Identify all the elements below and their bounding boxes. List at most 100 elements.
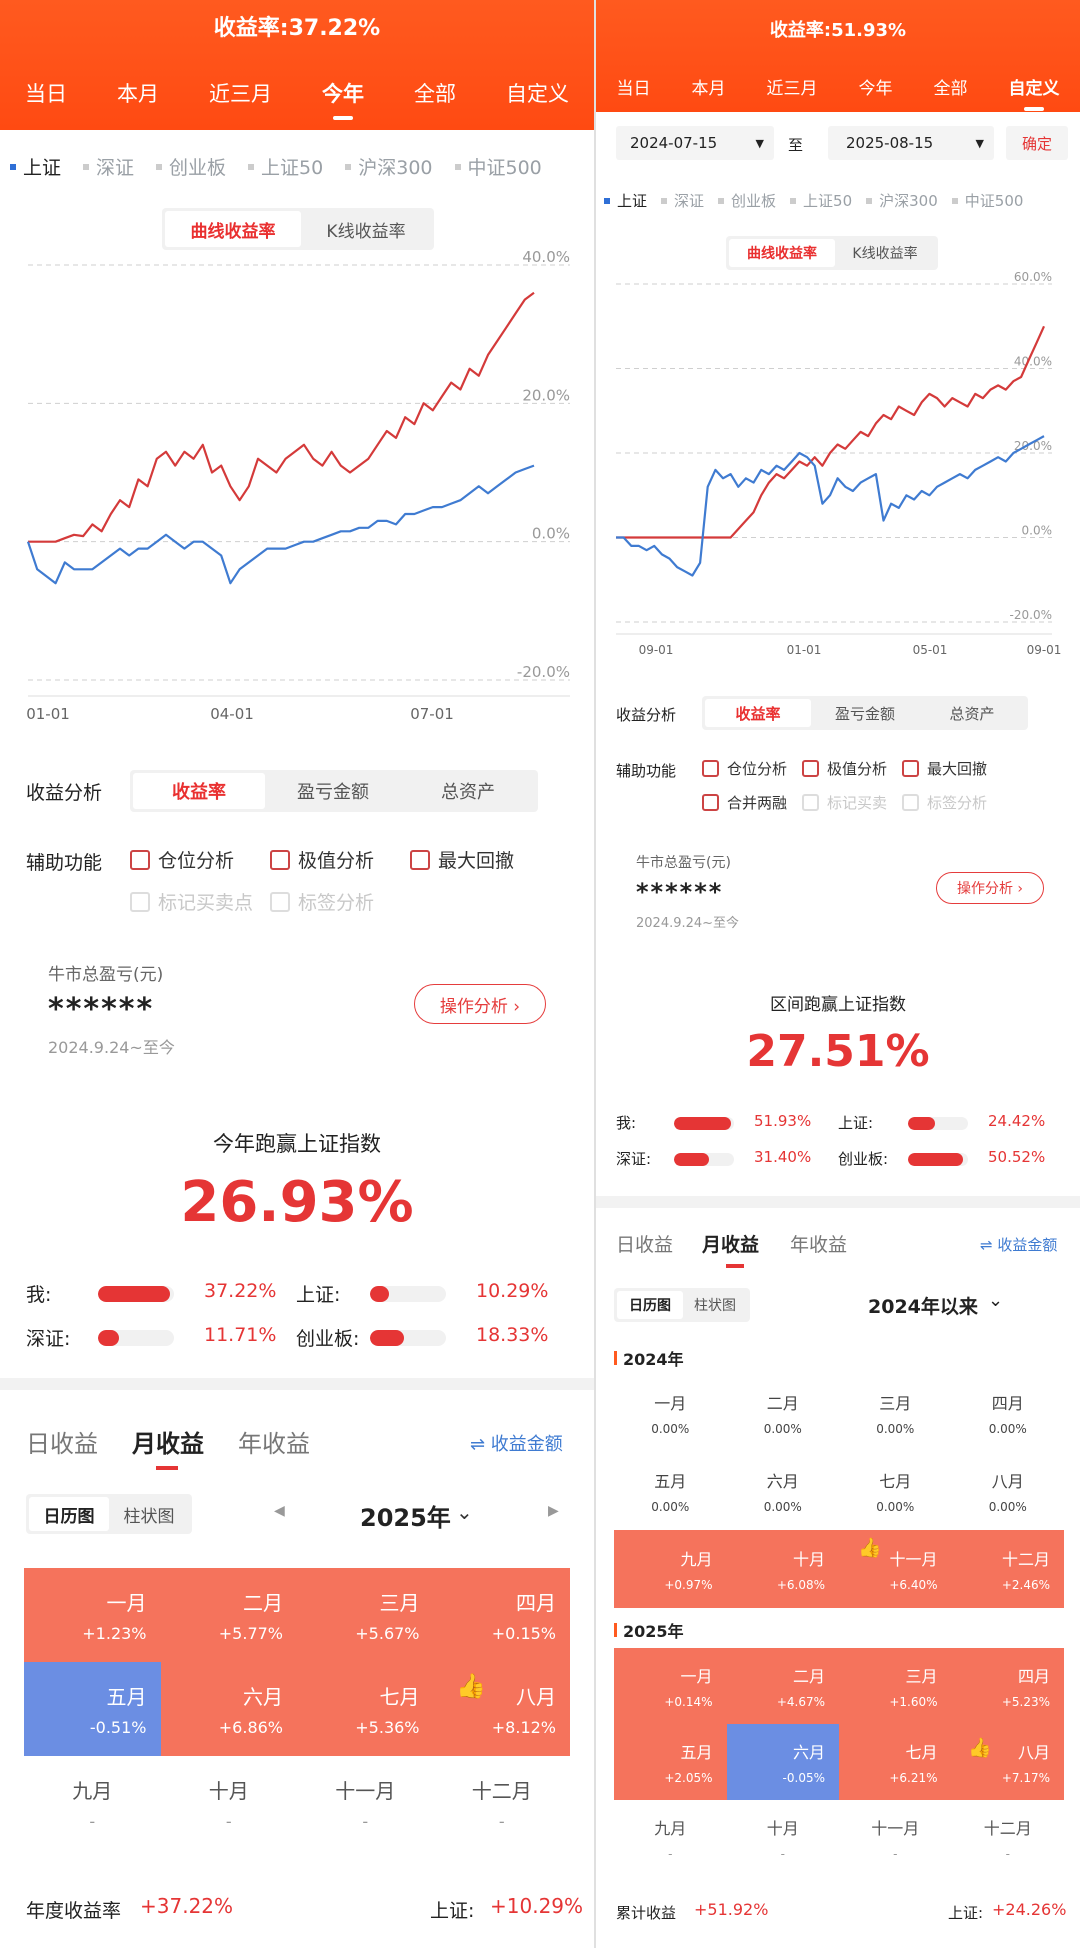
month-cell[interactable]: 十一月 +6.40% (839, 1530, 952, 1608)
kline-return-tab[interactable]: K线收益率 (852, 246, 918, 262)
extreme-analysis-checkbox[interactable]: 极值分析 (802, 758, 887, 779)
month-cell[interactable]: 五月 -0.51% (24, 1662, 161, 1756)
index-sz50[interactable]: 上证50 (790, 190, 852, 211)
tab-3month[interactable]: 近三月 (766, 79, 818, 99)
tab-month[interactable]: 本月 (117, 82, 159, 106)
tab-custom[interactable]: 自定义 (1009, 74, 1060, 111)
index-cyb[interactable]: 创业板 (718, 190, 776, 211)
switch-amount-link[interactable]: ⇌ 收益金额 (980, 1236, 1058, 1254)
tab-profit-amount[interactable]: 盈亏金额 (834, 704, 895, 723)
tag-analysis-checkbox[interactable]: 标签分析 (902, 792, 987, 813)
month-cell[interactable]: 十二月 - (433, 1756, 570, 1850)
month-cell[interactable]: 六月 -0.05% (726, 1724, 839, 1800)
tab-month[interactable]: 本月 (691, 79, 726, 99)
index-sz[interactable]: 深证 (83, 153, 134, 180)
month-cell[interactable]: 四月 +5.23% (951, 1648, 1064, 1724)
tab-custom[interactable]: 自定义 (506, 82, 569, 106)
index-sz[interactable]: 深证 (661, 190, 704, 211)
month-cell[interactable]: 五月 +2.05% (614, 1724, 727, 1800)
tab-monthly[interactable]: 月收益 (702, 1234, 760, 1256)
switch-amount-link[interactable]: ⇌ 收益金额 (470, 1434, 563, 1455)
tab-today[interactable]: 当日 (616, 79, 651, 99)
chevron-down-icon[interactable]: ⌄ (456, 1500, 473, 1524)
month-cell[interactable]: 九月 +0.97% (614, 1530, 727, 1608)
month-cell[interactable]: 十二月 +2.46% (951, 1530, 1064, 1608)
month-cell[interactable]: 七月 +6.21% (839, 1724, 952, 1800)
tab-all[interactable]: 全部 (933, 79, 968, 99)
confirm-button[interactable]: 确定 (1006, 126, 1068, 160)
month-cell[interactable]: 四月 +0.15% (433, 1568, 570, 1662)
calendar-view-tab[interactable]: 日历图 (617, 1291, 683, 1319)
tab-return-rate[interactable]: 收益率 (133, 773, 265, 809)
tab-today[interactable]: 当日 (25, 82, 67, 106)
position-analysis-checkbox[interactable]: 仓位分析 (130, 846, 234, 873)
operation-analysis-button[interactable]: 操作分析 › (414, 984, 546, 1024)
tab-all[interactable]: 全部 (414, 82, 456, 106)
kline-return-tab[interactable]: K线收益率 (326, 221, 406, 242)
month-cell[interactable]: 二月 +4.67% (726, 1648, 839, 1724)
tab-monthly[interactable]: 月收益 (132, 1430, 204, 1458)
index-sz50[interactable]: 上证50 (248, 153, 323, 180)
max-drawdown-checkbox[interactable]: 最大回撤 (410, 846, 514, 873)
tab-total-assets[interactable]: 总资产 (949, 704, 995, 723)
month-cell[interactable]: 六月 0.00% (726, 1452, 839, 1530)
index-cyb[interactable]: 创业板 (156, 153, 226, 180)
month-cell[interactable]: 八月 +8.12% (433, 1662, 570, 1756)
tab-total-assets[interactable]: 总资产 (441, 782, 495, 803)
month-cell[interactable]: 十月 - (726, 1800, 839, 1876)
prev-year-arrow[interactable]: ◀ (274, 1503, 285, 1519)
tab-daily[interactable]: 日收益 (616, 1234, 674, 1256)
month-cell[interactable]: 二月 +5.77% (160, 1568, 297, 1662)
tab-profit-amount[interactable]: 盈亏金额 (297, 782, 369, 803)
start-date-select[interactable]: 2024-07-15 ▼ (616, 126, 774, 160)
calendar-view-tab[interactable]: 日历图 (29, 1497, 109, 1531)
month-cell[interactable]: 七月 0.00% (839, 1452, 952, 1530)
max-drawdown-checkbox[interactable]: 最大回撤 (902, 758, 987, 779)
curve-return-tab[interactable]: 曲线收益率 (165, 211, 301, 247)
curve-return-tab[interactable]: 曲线收益率 (729, 239, 835, 267)
month-cell[interactable]: 十一月 - (297, 1756, 434, 1850)
range-label[interactable]: 2024年以来 (868, 1296, 978, 1318)
mark-trades-checkbox[interactable]: 标记买卖点 (130, 888, 253, 915)
tab-year[interactable]: 今年 (858, 79, 893, 99)
mark-trades-checkbox[interactable]: 标记买卖 (802, 792, 887, 813)
position-analysis-checkbox[interactable]: 仓位分析 (702, 758, 787, 779)
month-cell[interactable]: 三月 +5.67% (297, 1568, 434, 1662)
month-cell[interactable]: 八月 +7.17% (951, 1724, 1064, 1800)
month-cell[interactable]: 三月 0.00% (839, 1374, 952, 1452)
month-cell[interactable]: 一月 0.00% (614, 1374, 727, 1452)
month-cell[interactable]: 九月 - (24, 1756, 161, 1850)
end-date-select[interactable]: 2025-08-15 ▼ (828, 126, 994, 160)
month-cell[interactable]: 三月 +1.60% (839, 1648, 952, 1724)
month-cell[interactable]: 一月 +1.23% (24, 1568, 161, 1662)
month-cell[interactable]: 十二月 - (951, 1800, 1064, 1876)
next-year-arrow[interactable]: ▶ (548, 1503, 559, 1519)
operation-analysis-button[interactable]: 操作分析 › (936, 872, 1044, 904)
tag-analysis-checkbox[interactable]: 标签分析 (270, 888, 374, 915)
index-hs300[interactable]: 沪深300 (345, 153, 432, 180)
month-cell[interactable]: 二月 0.00% (726, 1374, 839, 1452)
month-cell[interactable]: 九月 - (614, 1800, 727, 1876)
tab-year[interactable]: 今年 (322, 78, 364, 120)
month-cell[interactable]: 六月 +6.86% (160, 1662, 297, 1756)
tab-daily[interactable]: 日收益 (26, 1430, 98, 1458)
index-zz500[interactable]: 中证500 (455, 153, 542, 180)
month-cell[interactable]: 十月 - (160, 1756, 297, 1850)
tab-yearly[interactable]: 年收益 (238, 1430, 310, 1458)
month-cell[interactable]: 四月 0.00% (951, 1374, 1064, 1452)
index-sh[interactable]: 上证 (10, 153, 61, 180)
tab-return-rate[interactable]: 收益率 (705, 699, 811, 727)
tab-yearly[interactable]: 年收益 (790, 1234, 848, 1256)
month-cell[interactable]: 一月 +0.14% (614, 1648, 727, 1724)
month-cell[interactable]: 十月 +6.08% (726, 1530, 839, 1608)
month-cell[interactable]: 五月 0.00% (614, 1452, 727, 1530)
bar-view-tab[interactable]: 柱状图 (123, 1506, 175, 1527)
index-hs300[interactable]: 沪深300 (866, 190, 938, 211)
bar-view-tab[interactable]: 柱状图 (694, 1298, 736, 1314)
month-cell[interactable]: 七月 +5.36% (297, 1662, 434, 1756)
extreme-analysis-checkbox[interactable]: 极值分析 (270, 846, 374, 873)
month-cell[interactable]: 十一月 - (839, 1800, 952, 1876)
index-zz500[interactable]: 中证500 (952, 190, 1024, 211)
year-label[interactable]: 2025年 (360, 1504, 451, 1532)
index-sh[interactable]: 上证 (604, 190, 647, 211)
